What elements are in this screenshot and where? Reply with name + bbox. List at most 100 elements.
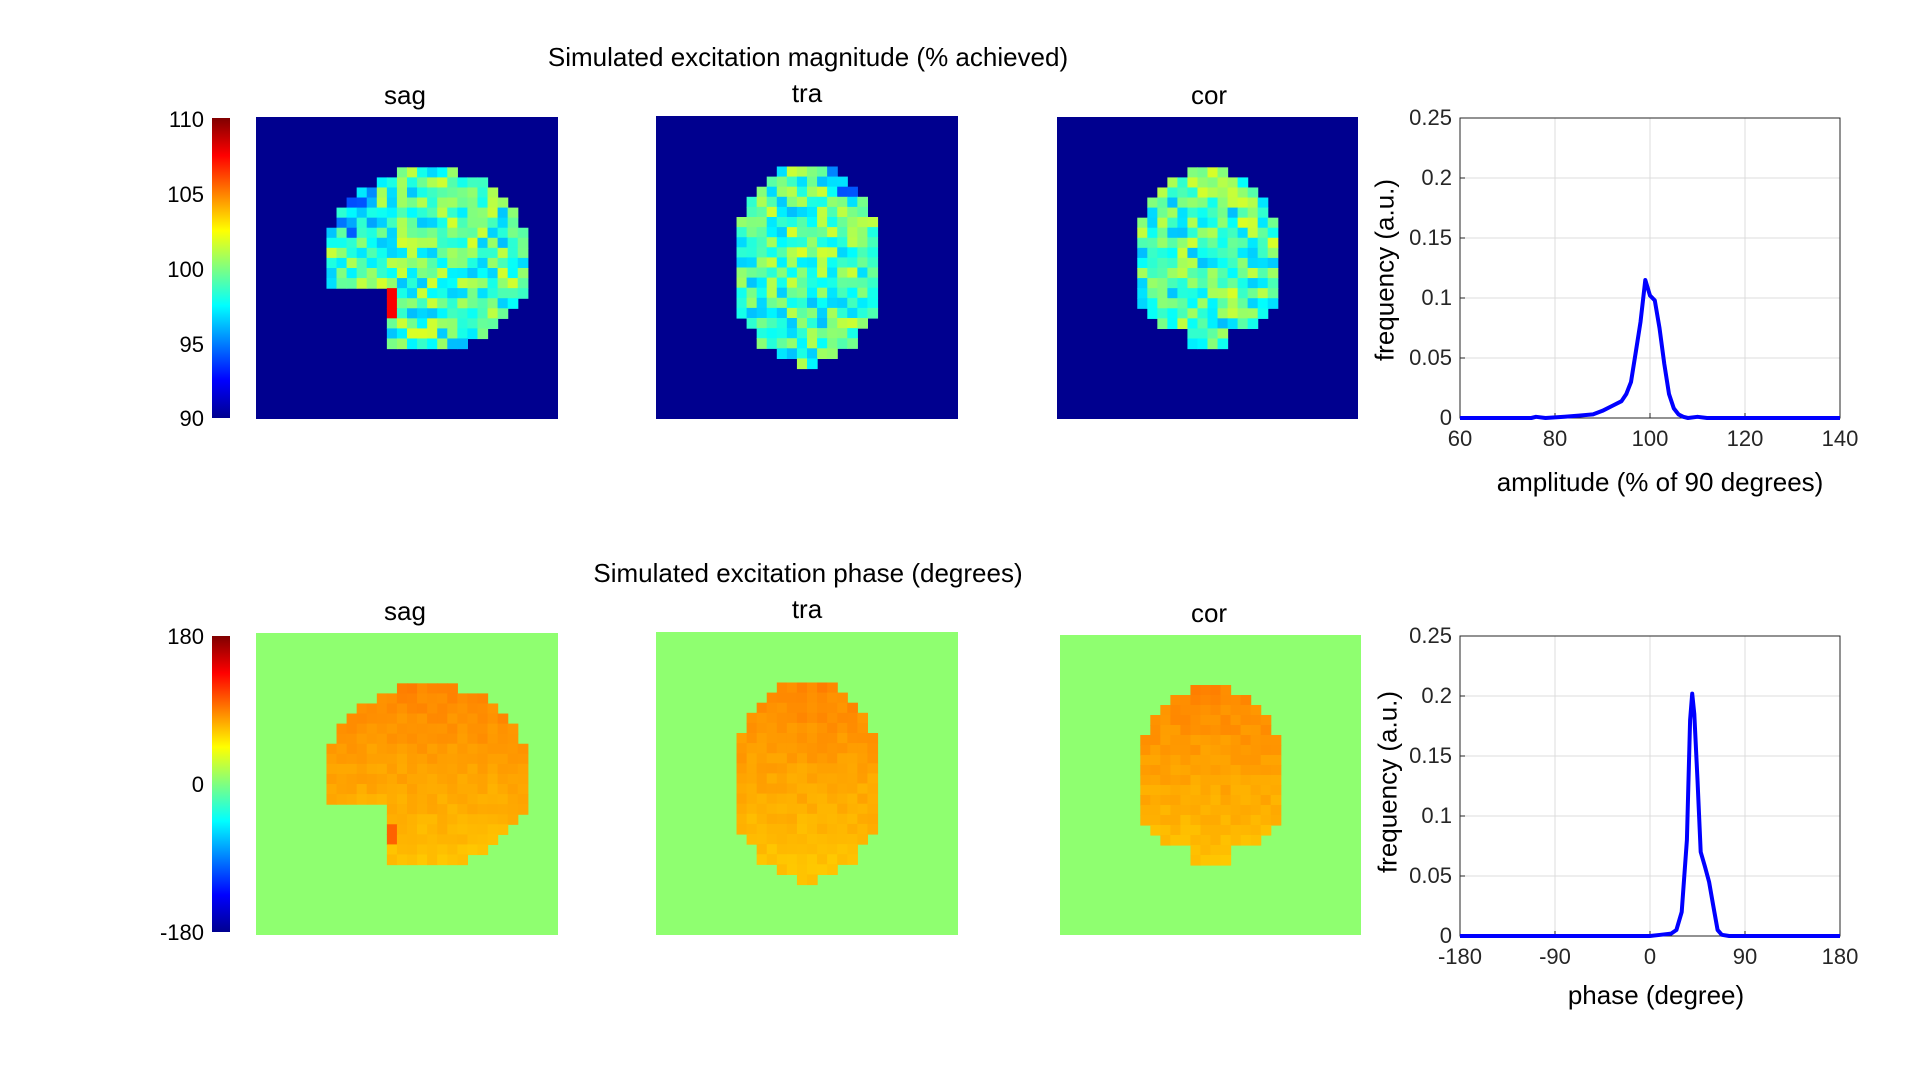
heatmap-cell (867, 743, 879, 754)
heatmap-cell (1137, 237, 1148, 249)
heatmap-cell (457, 237, 468, 249)
heatmap-cell (837, 834, 848, 845)
heatmap-cell (497, 278, 509, 289)
heatmap-cell (766, 722, 778, 734)
heatmap-cell (407, 814, 418, 825)
heatmap-cell (756, 328, 768, 339)
heatmap-cell (1177, 207, 1189, 219)
heatmap-cell (407, 207, 418, 219)
heatmap-cell (1210, 795, 1222, 806)
heatmap-cell (1207, 227, 1219, 239)
heatmap-cell (507, 207, 519, 219)
heatmap-cell (477, 288, 489, 299)
heatmap-cell (457, 763, 468, 775)
heatmap-cell (736, 813, 748, 825)
heatmap-cell (427, 763, 438, 775)
heatmap-cell (857, 227, 868, 238)
heatmap-cell (517, 753, 529, 765)
heatmap-cell (507, 763, 519, 775)
heatmap-cell (447, 257, 458, 269)
heatmap-cell (817, 227, 828, 238)
heatmap-cell (1250, 825, 1262, 836)
heatmap-cell (336, 227, 348, 239)
heatmap-cell (517, 247, 529, 259)
heatmap-cell (507, 217, 519, 229)
heatmap-cell (1137, 257, 1148, 269)
heatmap-cell (756, 186, 768, 198)
heatmap-cell (1197, 318, 1209, 329)
heatmap-cell (1240, 755, 1252, 766)
heatmap-cell (746, 793, 758, 805)
heatmap-cell (1177, 257, 1189, 269)
heatmap-cell (817, 803, 828, 815)
heatmap-cell (1180, 825, 1192, 836)
heatmap-cell (796, 823, 808, 835)
heatmap-cell (1250, 725, 1262, 736)
heatmap-cell (1270, 785, 1282, 796)
heatmap-cell (1260, 725, 1272, 736)
heatmap-cell (827, 318, 838, 329)
heatmap-cell (457, 854, 468, 866)
heatmap-cell (407, 804, 418, 815)
heatmap-cell (356, 794, 368, 805)
heatmap-cell (756, 712, 768, 724)
heatmap-cell (356, 763, 368, 775)
heatmap-cell (437, 167, 448, 178)
heatmap-cell (427, 804, 438, 815)
heatmap-cell (386, 338, 398, 350)
heatmap-cell (1177, 298, 1189, 309)
heatmap-cell (1170, 725, 1181, 736)
heatmap-cell (487, 723, 499, 735)
heatmap-cell (1220, 815, 1232, 826)
heatmap-cell (1190, 725, 1202, 736)
heatmap-cell (776, 733, 788, 744)
heatmap-cell (796, 328, 808, 339)
heatmap-cell (1217, 298, 1229, 309)
heatmap-cell (756, 783, 768, 795)
heatmap-cell (1250, 765, 1262, 776)
heatmap-cell (837, 803, 848, 815)
heatmap-cell (766, 267, 778, 279)
heatmap-cell (427, 834, 438, 845)
heatmap-cell (1170, 805, 1181, 816)
heatmap-cell (1157, 257, 1168, 269)
heatmap-cell (1180, 735, 1192, 746)
heatmap-cell (477, 207, 489, 219)
heatmap-cell (356, 207, 368, 219)
heatmap-cell (487, 197, 499, 209)
heatmap-cell (1260, 735, 1272, 746)
heatmap-cell (447, 794, 458, 805)
heatmap-cell (847, 338, 858, 349)
heatmap-cell (1257, 298, 1269, 309)
heatmap-cell (766, 763, 778, 774)
heatmap-cell (867, 227, 879, 238)
heatmap-cell (847, 307, 858, 319)
heatmap-cell (847, 237, 858, 248)
heatmap-cell (1227, 237, 1239, 249)
histogram-phase-ytick-label: 0.05 (1409, 863, 1452, 888)
heatmap-cell (1227, 288, 1239, 299)
heatmap-cell (776, 712, 788, 724)
heatmap-cell (1137, 247, 1148, 259)
heatmap-cell (756, 247, 768, 258)
heatmap-cell (817, 166, 828, 178)
heatmap-cell (417, 794, 428, 805)
heatmap-cell (1160, 795, 1171, 806)
heatmap-cell (517, 288, 529, 299)
heatmap-cell (517, 794, 529, 805)
heatmap-cell (1147, 237, 1158, 249)
heatmap-cell (447, 247, 458, 259)
heatmap-cell (837, 237, 848, 248)
heatmap-cell (1167, 318, 1178, 329)
heatmap-cell (827, 834, 838, 845)
heatmap-cell (1147, 207, 1158, 219)
heatmap-cell (1177, 237, 1189, 249)
heatmap-cell (427, 338, 438, 350)
heatmap-cell (867, 267, 879, 279)
heatmap-cell (1257, 247, 1269, 259)
heatmap-cell (336, 723, 348, 735)
histogram-phase-ytick-label: 0.1 (1421, 803, 1452, 828)
heatmap-cell (457, 207, 468, 219)
heatmap-cell (427, 773, 438, 785)
heatmap-cell (366, 237, 378, 249)
